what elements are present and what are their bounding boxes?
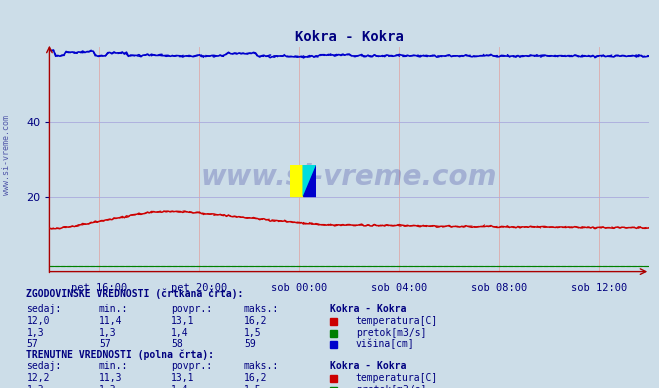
Text: 57: 57 [99, 339, 111, 349]
Text: pet 16:00: pet 16:00 [71, 283, 128, 293]
Text: sob 04:00: sob 04:00 [371, 283, 428, 293]
Text: 1,3: 1,3 [26, 327, 44, 338]
Text: 13,1: 13,1 [171, 373, 195, 383]
Text: Kokra - Kokra: Kokra - Kokra [330, 304, 406, 314]
Text: 13,1: 13,1 [171, 316, 195, 326]
Text: 1,3: 1,3 [99, 327, 117, 338]
Text: 59: 59 [244, 339, 256, 349]
Text: 16,2: 16,2 [244, 373, 268, 383]
Text: 1,5: 1,5 [244, 385, 262, 388]
Text: pretok[m3/s]: pretok[m3/s] [356, 327, 426, 338]
Text: TRENUTNE VREDNOSTI (polna črta):: TRENUTNE VREDNOSTI (polna črta): [26, 349, 214, 360]
Text: 11,4: 11,4 [99, 316, 123, 326]
Text: višina[cm]: višina[cm] [356, 339, 415, 349]
Text: povpr.:: povpr.: [171, 361, 212, 371]
Text: sedaj:: sedaj: [26, 304, 61, 314]
Text: maks.:: maks.: [244, 361, 279, 371]
Text: sob 08:00: sob 08:00 [471, 283, 527, 293]
Title: Kokra - Kokra: Kokra - Kokra [295, 30, 404, 44]
Text: min.:: min.: [99, 304, 129, 314]
Text: 1,4: 1,4 [171, 327, 189, 338]
Text: 58: 58 [171, 339, 183, 349]
Text: 1,4: 1,4 [171, 385, 189, 388]
Text: sob 12:00: sob 12:00 [571, 283, 627, 293]
Text: 1,3: 1,3 [99, 385, 117, 388]
Text: 16,2: 16,2 [244, 316, 268, 326]
Text: pretok[m3/s]: pretok[m3/s] [356, 385, 426, 388]
Text: 1,5: 1,5 [244, 327, 262, 338]
Text: www.si-vreme.com: www.si-vreme.com [2, 115, 11, 195]
Text: 12,2: 12,2 [26, 373, 50, 383]
Bar [290, 165, 303, 196]
Text: www.si-vreme.com: www.si-vreme.com [201, 163, 498, 191]
Text: 12,0: 12,0 [26, 316, 50, 326]
Text: temperatura[C]: temperatura[C] [356, 373, 438, 383]
Text: sob 00:00: sob 00:00 [271, 283, 328, 293]
Text: povpr.:: povpr.: [171, 304, 212, 314]
Text: pet 20:00: pet 20:00 [171, 283, 227, 293]
Polygon shape [303, 165, 316, 196]
Text: maks.:: maks.: [244, 304, 279, 314]
Text: 1,3: 1,3 [26, 385, 44, 388]
Text: ZGODOVINSKE VREDNOSTI (črtkana črta):: ZGODOVINSKE VREDNOSTI (črtkana črta): [26, 288, 244, 299]
Text: min.:: min.: [99, 361, 129, 371]
Text: 57: 57 [26, 339, 38, 349]
Text: sedaj:: sedaj: [26, 361, 61, 371]
Text: Kokra - Kokra: Kokra - Kokra [330, 361, 406, 371]
Text: 11,3: 11,3 [99, 373, 123, 383]
Polygon shape [303, 165, 316, 196]
Text: temperatura[C]: temperatura[C] [356, 316, 438, 326]
